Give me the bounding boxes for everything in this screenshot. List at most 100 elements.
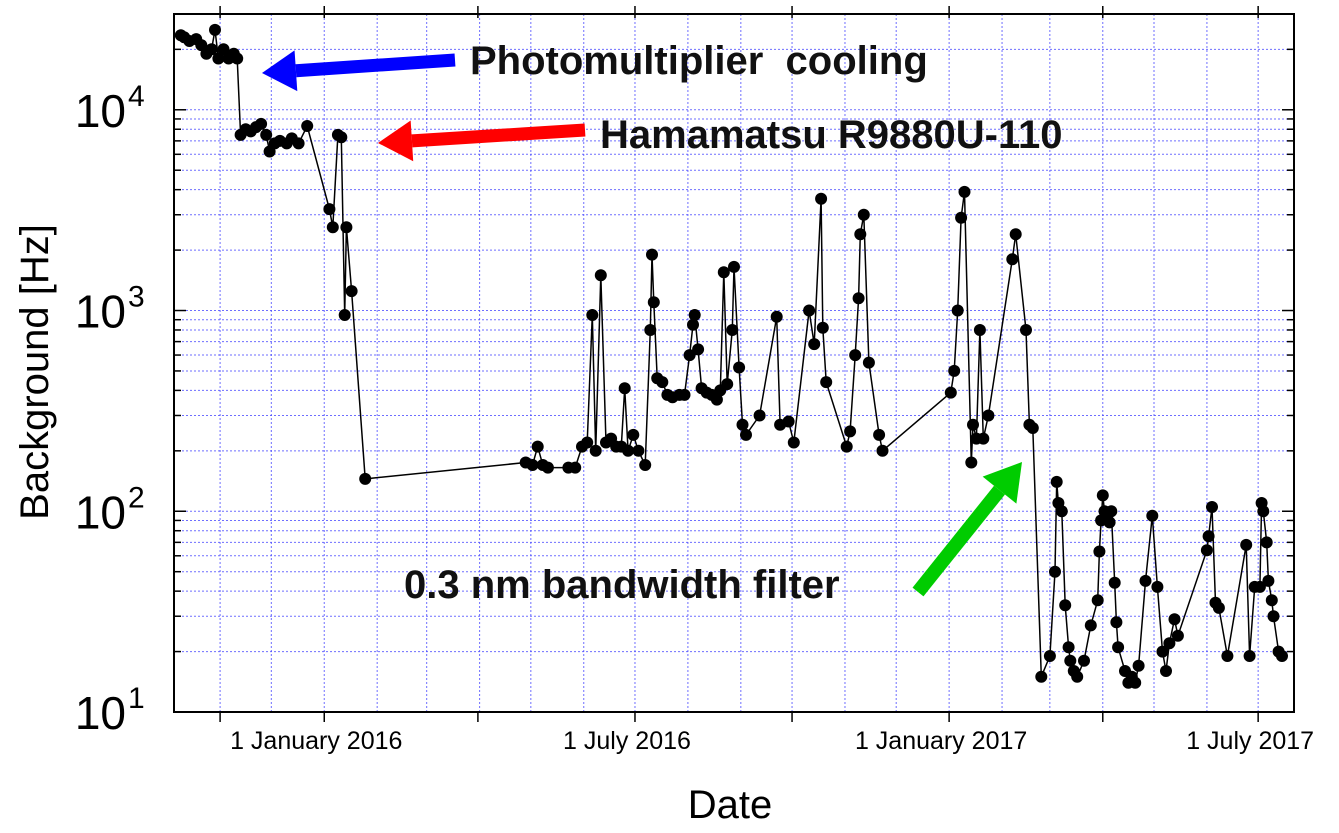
- data-point: [844, 425, 857, 438]
- data-point: [977, 432, 990, 445]
- y-tick-label: 10: [75, 286, 126, 338]
- data-point: [1276, 650, 1288, 662]
- data-point: [1091, 594, 1104, 607]
- data-point: [1049, 565, 1061, 578]
- x-tick-labels: 1 January 2016 1 July 2016 1 January 2017 1…: [230, 727, 1314, 755]
- data-point: [876, 444, 889, 457]
- plot-frame: [173, 13, 1295, 713]
- data-point: [255, 117, 268, 130]
- data-point: [260, 128, 273, 141]
- data-point: [944, 386, 957, 399]
- data-point: [1151, 580, 1164, 593]
- data-point: [345, 285, 358, 298]
- data-point: [770, 310, 783, 323]
- data-point: [692, 343, 705, 356]
- data-point: [1132, 659, 1145, 672]
- data-point: [209, 23, 221, 36]
- data-point: [1064, 654, 1077, 667]
- y-tick-label: 10: [75, 85, 126, 137]
- data-point: [1129, 676, 1142, 689]
- y-tick-label: 10: [75, 486, 126, 538]
- data-point: [1253, 580, 1266, 593]
- arrow-photomultiplier-cooling-shaft: [295, 53, 456, 78]
- data-point: [326, 221, 339, 234]
- data-point: [1105, 505, 1118, 518]
- data-point: [1043, 650, 1056, 662]
- data-point: [1262, 574, 1275, 587]
- data-point: [301, 120, 314, 132]
- data-point: [688, 309, 701, 321]
- y-tick-exponent: 2: [128, 481, 145, 514]
- data-point: [1050, 475, 1063, 488]
- data-point: [973, 324, 986, 336]
- data-point: [1059, 599, 1072, 612]
- data-point: [212, 52, 225, 65]
- data-point: [967, 418, 979, 431]
- data-point: [852, 292, 865, 305]
- data-point: [569, 461, 582, 474]
- data-point: [854, 228, 867, 241]
- data-point: [531, 440, 544, 453]
- x-tick-label: 1 July 2017: [1186, 727, 1314, 755]
- data-point: [586, 309, 599, 321]
- data-point: [1171, 629, 1184, 642]
- data-point: [594, 269, 607, 282]
- data-point: [1265, 594, 1278, 607]
- data-point: [1035, 670, 1048, 683]
- data-point: [231, 52, 244, 65]
- data-point: [1212, 601, 1225, 614]
- data-point: [656, 376, 669, 389]
- data-point: [1240, 538, 1253, 551]
- data-point: [647, 296, 660, 309]
- data-point: [721, 378, 734, 391]
- data-point: [581, 436, 594, 449]
- arrow-bandwidth-filter-head: [982, 462, 1022, 504]
- data-point: [873, 428, 886, 441]
- annotation-hamamatsu: Hamamatsu R9880U-110: [600, 113, 1062, 157]
- data-point: [1243, 650, 1256, 662]
- data-point: [340, 221, 353, 234]
- data-point: [1163, 637, 1176, 650]
- data-point: [728, 260, 740, 273]
- x-axis-title: Date: [688, 783, 773, 827]
- data-point: [1055, 505, 1068, 518]
- data-point: [1202, 530, 1215, 543]
- data-point: [1139, 574, 1152, 587]
- data-point: [335, 131, 348, 144]
- data-point: [710, 393, 723, 406]
- data-point: [1009, 228, 1022, 241]
- data-point: [1221, 650, 1234, 662]
- data-point: [618, 382, 631, 395]
- data-point: [955, 211, 968, 224]
- data-point: [815, 192, 828, 205]
- y-axis-title: Background [Hz]: [13, 224, 57, 520]
- data-point: [541, 461, 554, 474]
- data-point: [782, 415, 795, 428]
- data-point: [1267, 610, 1280, 623]
- data-point: [958, 185, 971, 198]
- data-point: [639, 459, 652, 471]
- data-point: [849, 349, 862, 362]
- annotation-photomultiplier-cooling: Photomultiplier cooling: [470, 39, 928, 83]
- data-point: [857, 208, 870, 221]
- data-point: [717, 266, 730, 279]
- data-point: [632, 444, 645, 457]
- data-point: [622, 444, 635, 457]
- data-point: [753, 409, 766, 422]
- data-point: [965, 456, 978, 469]
- data-point: [1112, 641, 1125, 654]
- x-tick-label: 1 July 2016: [563, 727, 691, 755]
- arrow-photomultiplier-cooling-head: [262, 50, 298, 92]
- data-point: [862, 356, 875, 369]
- data-point: [948, 364, 961, 377]
- data-point: [1084, 619, 1097, 632]
- data-point: [726, 324, 739, 336]
- annotation-arrows: [262, 50, 1022, 597]
- data-point: [1006, 253, 1019, 266]
- data-point: [982, 409, 995, 422]
- arrow-hamamatsu-shaft: [411, 123, 586, 148]
- data-point: [803, 304, 816, 317]
- data-point: [589, 444, 602, 457]
